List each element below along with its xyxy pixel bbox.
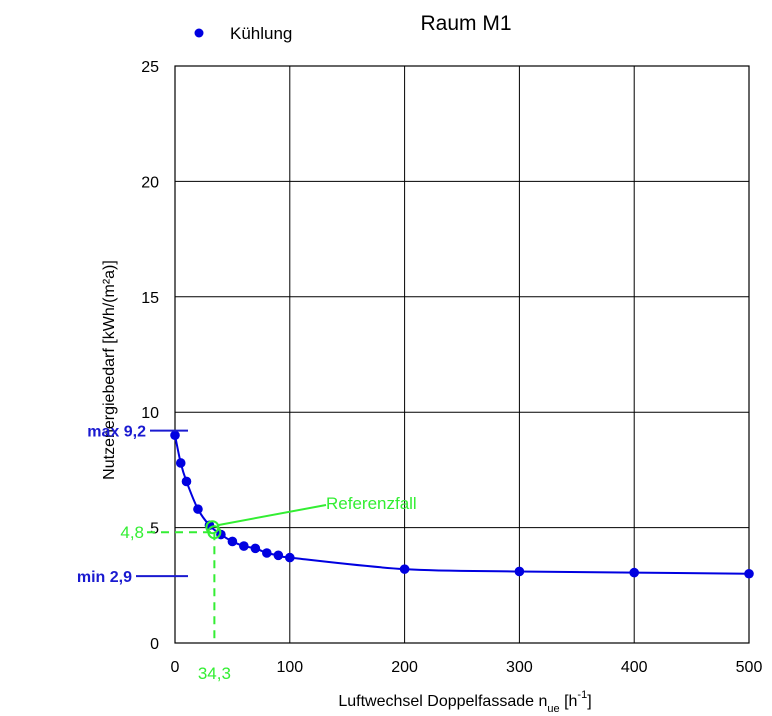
data-point — [239, 541, 249, 551]
data-point — [629, 567, 639, 578]
reference-y-label: 4,8 — [120, 523, 144, 542]
data-point — [170, 430, 180, 441]
x-tick-label: 0 — [171, 659, 180, 676]
x-axis-label-close: ] — [587, 693, 591, 710]
data-point — [262, 548, 272, 558]
data-point — [399, 564, 410, 574]
legend-marker — [194, 28, 204, 38]
max-marker: max 9,2 — [87, 424, 188, 441]
min-marker: min 2,9 — [77, 569, 188, 586]
x-tick-label: 400 — [621, 659, 648, 676]
y-tick-label: 20 — [141, 174, 159, 191]
data-point — [273, 550, 284, 561]
x-tick-label: 300 — [506, 659, 533, 676]
reference-circle-upper — [205, 520, 220, 535]
y-axis-label: Nutzenergiebedarf [kWh/(m²a)] — [101, 260, 118, 480]
reference-label: Referenzfall — [326, 494, 417, 513]
data-point — [227, 536, 238, 547]
grid — [175, 66, 749, 643]
plot-frame — [174, 65, 750, 644]
legend: Kühlung — [194, 24, 292, 43]
data-point — [744, 568, 754, 579]
legend-label: Kühlung — [230, 24, 292, 43]
reference-leader — [217, 504, 327, 527]
chart-title: Raum M1 — [420, 12, 511, 35]
data-point — [285, 552, 295, 563]
x-tick-label: 100 — [276, 659, 303, 676]
kuehlung-points — [170, 430, 754, 579]
reference-annotation: Referenzfall 34,3 4,8 — [120, 494, 416, 683]
x-tick-labels: 0 100 200 300 400 500 — [171, 659, 763, 676]
y-tick-label: 10 — [141, 405, 159, 422]
data-point — [514, 566, 525, 577]
x-tick-label: 200 — [391, 659, 418, 676]
y-tick-label: 15 — [141, 290, 159, 307]
y-tick-label: 0 — [150, 636, 159, 653]
x-axis-label-main: Luftwechsel Doppelfassade n — [338, 693, 547, 710]
x-axis-label: Luftwechsel Doppelfassade nue [h-1] — [338, 689, 591, 715]
data-point — [250, 543, 261, 554]
data-point — [193, 504, 203, 514]
min-label: min 2,9 — [77, 569, 132, 586]
data-point — [175, 458, 186, 468]
x-axis-label-sup: -1 — [577, 689, 587, 701]
y-tick-label: 25 — [141, 59, 159, 76]
kuehlung-curve — [174, 435, 750, 575]
x-tick-label: 500 — [736, 659, 763, 676]
max-label: max 9,2 — [87, 424, 146, 441]
data-point — [181, 476, 192, 487]
x-axis-label-sub: ue — [547, 703, 559, 715]
y-tick-label: 5 — [150, 521, 159, 538]
x-axis-label-unit: [h — [560, 693, 578, 710]
y-tick-labels: 0 5 10 15 20 25 — [141, 59, 159, 653]
reference-x-label: 34,3 — [198, 664, 231, 683]
